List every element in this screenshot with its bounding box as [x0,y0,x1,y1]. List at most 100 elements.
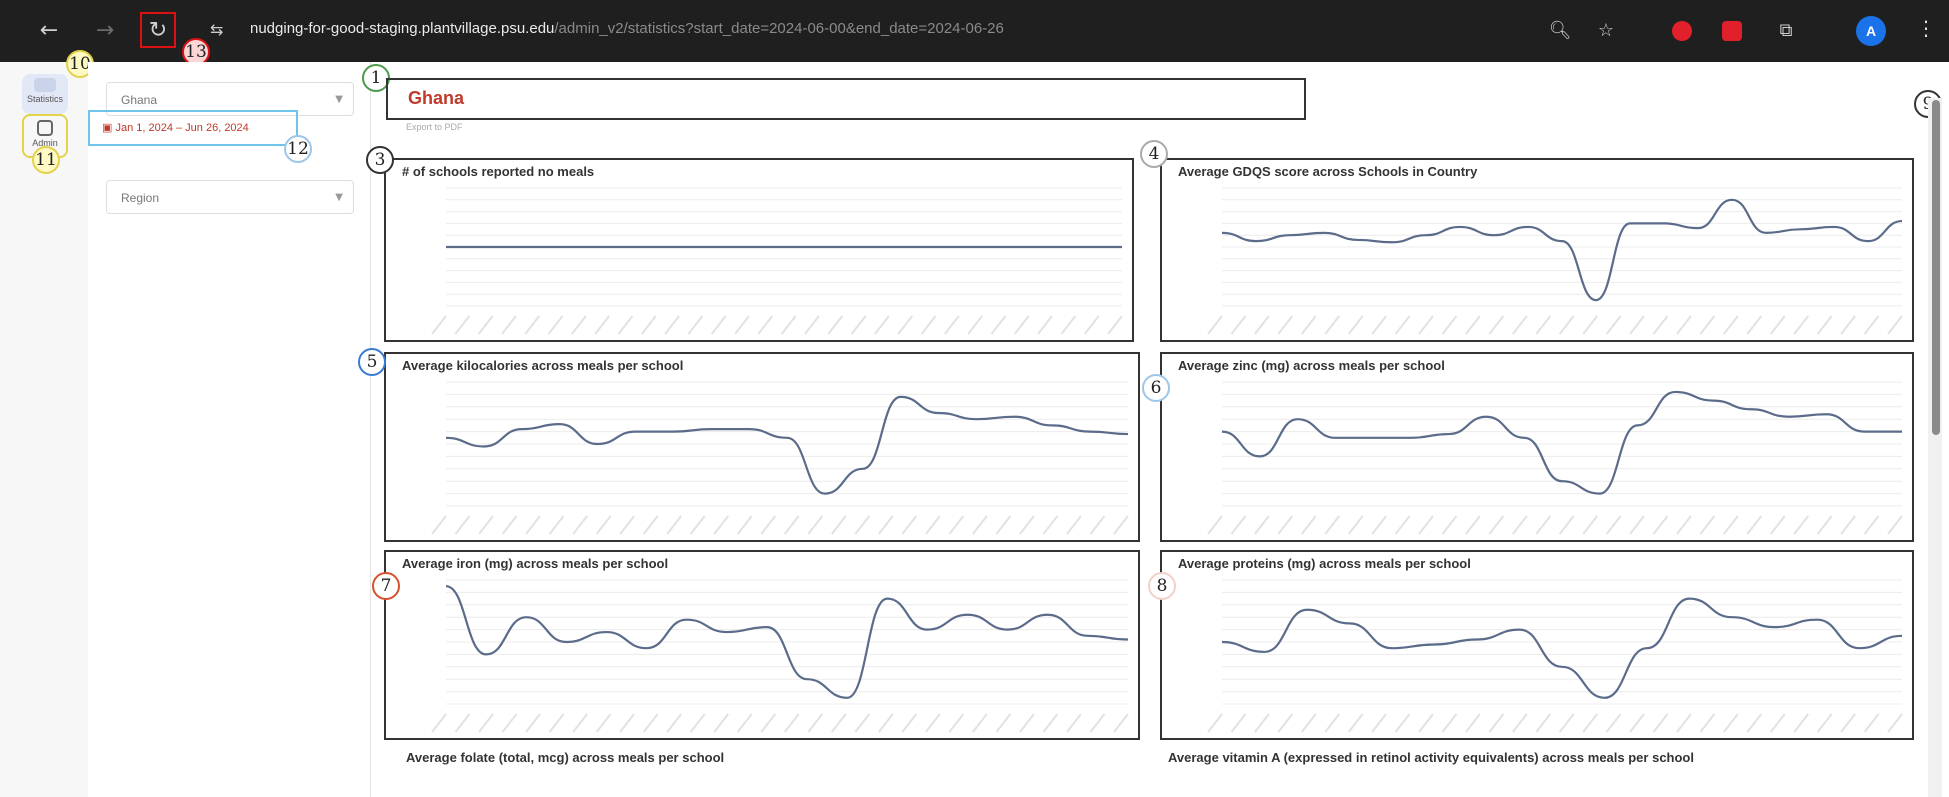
reload-icon[interactable]: ↻ [148,18,168,43]
x-tick [478,515,494,535]
x-tick [1816,713,1833,733]
x-tick [1418,515,1434,535]
x-tick [1347,315,1364,335]
x-tick [641,315,657,335]
extension-record-icon[interactable] [1672,21,1692,41]
x-tick [1769,515,1786,535]
x-tick [1840,713,1856,733]
bookmark-star-icon[interactable]: ☆ [1597,20,1615,41]
browser-menu-icon[interactable]: ⋮ [1916,16,1936,40]
x-tick [1699,315,1716,335]
zoom-icon[interactable]: 🔍︎ [1548,20,1572,41]
x-tick [548,713,565,733]
rail-item-label: Admin [32,138,58,148]
annotation-badge-8: 8 [1148,572,1176,600]
chart-plot [1207,381,1903,535]
x-tick [736,515,753,535]
bar-chart-icon [34,78,56,92]
x-tick [1441,713,1458,733]
address-bar[interactable]: nudging-for-good-staging.plantvillage.ps… [250,20,1004,37]
x-tick [572,713,588,733]
x-tick [1582,515,1598,535]
x-tick [972,515,988,535]
profile-avatar[interactable]: A [1856,16,1886,46]
x-tick [571,315,587,335]
x-tick [1558,315,1575,335]
chart-title: Average proteins (mg) across meals per s… [1178,556,1471,571]
x-tick [1746,315,1763,335]
x-tick [1207,315,1223,335]
extension-pdf-icon[interactable] [1722,21,1742,41]
series-line [445,585,1129,699]
x-tick [1019,713,1035,733]
x-tick [1465,713,1481,733]
filter-panel: Ghana ▼ ▣ Jan 1, 2024 – Jun 26, 2024 Reg… [88,62,371,797]
site-settings-icon[interactable]: ⇆ [210,20,224,39]
x-tick [1019,515,1035,535]
x-tick [1254,515,1270,535]
date-range-picker[interactable]: ▣ Jan 1, 2024 – Jun 26, 2024 [88,110,298,146]
x-tick [920,315,937,335]
x-tick [1629,315,1645,335]
x-tick [1676,315,1692,335]
x-tick [710,315,727,335]
x-tick [548,515,565,535]
x-tick [1816,515,1833,535]
x-tick [944,315,960,335]
x-tick [1840,315,1856,335]
annotation-badge-4: 4 [1140,140,1168,168]
export-link[interactable]: Export to PDF [406,122,463,132]
x-tick [831,515,847,535]
x-tick [1793,515,1809,535]
x-tick [736,713,753,733]
x-tick [1887,713,1903,733]
x-tick [807,515,824,535]
back-arrow-icon[interactable]: ← [39,18,59,43]
browser-toolbar: ← → ↻ ⇆ nudging-for-good-staging.plantvi… [0,0,1949,62]
chart-title: Average iron (mg) across meals per schoo… [402,556,669,571]
page-title: Ghana [408,88,465,108]
extensions-puzzle-icon[interactable]: ⧉ [1779,20,1793,41]
x-tick [666,515,682,535]
x-tick [595,515,612,535]
country-select[interactable]: Ghana ▼ [106,82,354,116]
scrollbar-thumb[interactable] [1932,100,1940,435]
x-tick [1652,515,1669,535]
chart-plot [1207,187,1903,335]
x-tick [1013,315,1030,335]
x-tick [1629,515,1645,535]
rail-item-admin[interactable]: Admin [22,116,68,156]
x-tick [1042,713,1059,733]
chart-title: Average GDQS score across Schools in Cou… [1178,164,1478,179]
x-tick [666,713,682,733]
rail-item-statistics[interactable]: Statistics [22,74,68,114]
forward-arrow-icon[interactable]: → [95,18,115,43]
chart-plot [431,187,1123,335]
region-select[interactable]: Region ▼ [106,180,354,214]
x-tick [760,515,777,535]
x-tick [1418,713,1434,733]
series-line [1221,390,1902,495]
x-tick [1863,315,1880,335]
x-tick [431,315,447,335]
x-tick [1723,315,1739,335]
x-tick [1488,515,1505,535]
x-tick [1371,713,1387,733]
x-tick [1605,315,1622,335]
chart-title-folate: Average folate (total, mcg) across meals… [406,750,725,765]
x-tick [454,713,471,733]
country-header: Ghana [386,78,1306,120]
x-tick [1863,515,1880,535]
calendar-icon: ▣ [102,122,116,134]
chart-zinc: Average zinc (mg) across meals per schoo… [1160,352,1914,542]
annotation-badge-12: 12 [284,135,312,163]
x-tick [1558,713,1575,733]
x-tick [1301,515,1317,535]
x-tick [524,315,541,335]
x-tick [1277,713,1294,733]
date-range-value: Jan 1, 2024 – Jun 26, 2024 [115,122,249,134]
x-tick [1465,515,1481,535]
annotation-badge-6: 6 [1142,374,1170,402]
series-line [1221,198,1903,302]
x-tick [525,515,541,535]
